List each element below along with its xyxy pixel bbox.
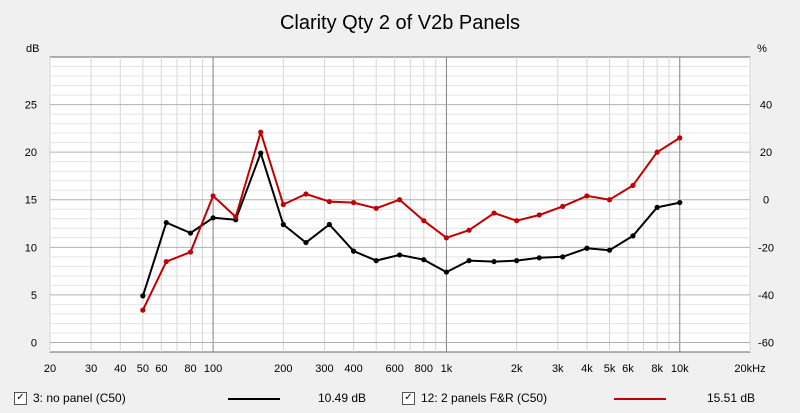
y-right-tick-label: 40 <box>760 100 772 112</box>
chart: Clarity Qty 2 of V2b Panels dB % 20 30 40 5… <box>24 12 774 375</box>
data-point-0 <box>326 221 332 228</box>
x-tick-label: 800 <box>415 363 433 375</box>
series-line-1 <box>141 131 681 311</box>
x-tick-label: 20 <box>44 363 56 375</box>
chart-title: Clarity Qty 2 of V2b Panels <box>280 12 520 34</box>
data-point-1 <box>163 258 169 265</box>
x-tick-label: 6k <box>622 363 634 375</box>
y-right-tick-label: -60 <box>758 337 774 349</box>
data-point-0 <box>536 255 542 261</box>
y-left-tick-label: 5 <box>31 290 37 302</box>
x-tick-label: 100 <box>204 363 222 375</box>
x-tick-label: 400 <box>344 363 362 375</box>
y-left-unit: dB <box>26 43 39 55</box>
data-point-1 <box>466 227 472 233</box>
data-point-0 <box>466 258 472 264</box>
y-left-tick-label: 25 <box>25 100 37 112</box>
data-point-0 <box>373 258 379 264</box>
x-tick-label: 30 <box>85 363 97 375</box>
data-point-0 <box>187 230 194 236</box>
data-point-1 <box>233 214 239 220</box>
data-point-1 <box>630 182 636 189</box>
legend-checkbox-no-panel[interactable]: ✓ <box>14 391 27 405</box>
data-point-0 <box>443 269 450 275</box>
x-tick-label: 2k <box>511 363 523 375</box>
data-point-1 <box>560 203 566 210</box>
data-point-1 <box>258 129 264 135</box>
legend-label-two-panels: 12: 2 panels F&R (C50) <box>421 391 548 405</box>
x-tick-label: 10k <box>671 363 689 375</box>
legend-value-two-panels: 15.51 dB <box>707 391 756 405</box>
data-point-1 <box>606 197 613 203</box>
data-point-0 <box>606 247 613 253</box>
data-point-0 <box>280 221 286 228</box>
y-right-tick-label: -20 <box>758 242 774 254</box>
data-point-1 <box>210 193 216 199</box>
legend-item-no-panel[interactable]: ✓ 3: no panel (C50) <box>14 391 126 405</box>
data-point-0 <box>584 245 590 251</box>
y-right-tick-label: 20 <box>760 147 772 159</box>
data-point-1 <box>491 210 497 216</box>
y-right-tick-label: 0 <box>763 195 769 207</box>
legend-label-no-panel: 3: no panel (C50) <box>33 391 126 405</box>
data-point-0 <box>258 150 264 156</box>
x-tick-label: 8k <box>651 363 663 375</box>
y-left-tick-label: 15 <box>25 195 37 207</box>
data-point-1 <box>421 218 427 224</box>
data-point-0 <box>140 293 146 299</box>
y-left-tick-label: 20 <box>25 147 37 159</box>
x-tick-label: 20kHz <box>734 363 765 375</box>
data-point-1 <box>397 197 403 203</box>
data-point-1 <box>373 205 379 211</box>
data-point-0 <box>421 257 427 263</box>
plot-area <box>49 56 751 353</box>
legend-item-two-panels[interactable]: ✓ 12: 2 panels F&R (C50) <box>402 391 547 405</box>
y-left-tick-label: 10 <box>25 242 37 254</box>
data-point-1 <box>654 149 660 155</box>
data-point-1 <box>187 249 194 255</box>
legend-checkbox-two-panels[interactable]: ✓ <box>402 391 415 405</box>
data-point-0 <box>350 248 357 254</box>
x-tick-label: 1k <box>441 363 453 375</box>
data-point-0 <box>303 239 309 246</box>
data-point-1 <box>326 199 332 205</box>
x-tick-label: 40 <box>114 363 126 375</box>
x-tick-label: 300 <box>315 363 333 375</box>
data-point-1 <box>677 135 683 141</box>
data-point-0 <box>210 215 216 221</box>
data-point-1 <box>280 201 286 208</box>
x-tick-label: 50 <box>137 363 149 375</box>
data-point-1 <box>514 218 520 224</box>
x-tick-label: 80 <box>184 363 196 375</box>
data-point-1 <box>303 191 309 197</box>
data-point-1 <box>443 235 450 241</box>
x-tick-label: 5k <box>604 363 616 375</box>
data-point-0 <box>491 258 497 265</box>
x-tick-label: 600 <box>385 363 403 375</box>
data-point-1 <box>584 193 590 199</box>
x-tick-label: 60 <box>155 363 167 375</box>
y-right-unit: % <box>757 43 767 55</box>
series-line-0 <box>141 152 681 297</box>
data-point-0 <box>514 258 520 264</box>
legend: ✓ 3: no panel (C50) 10.49 dB ✓ 12: 2 pan… <box>0 388 800 410</box>
data-point-0 <box>677 199 683 206</box>
legend-line-no-panel <box>228 398 280 400</box>
x-tick-label: 200 <box>274 363 292 375</box>
x-tick-label: 3k <box>552 363 564 375</box>
x-tick-label: 4k <box>581 363 593 375</box>
y-left-tick-label: 0 <box>31 337 37 349</box>
data-point-1 <box>140 307 146 313</box>
data-point-1 <box>350 199 357 206</box>
data-point-0 <box>654 204 660 210</box>
data-point-0 <box>397 252 403 258</box>
legend-line-two-panels <box>614 398 666 400</box>
data-point-0 <box>560 254 566 260</box>
data-point-0 <box>163 219 169 226</box>
data-point-0 <box>630 233 636 239</box>
legend-value-no-panel: 10.49 dB <box>318 391 367 405</box>
data-point-1 <box>536 212 542 218</box>
y-right-tick-label: -40 <box>758 290 774 302</box>
